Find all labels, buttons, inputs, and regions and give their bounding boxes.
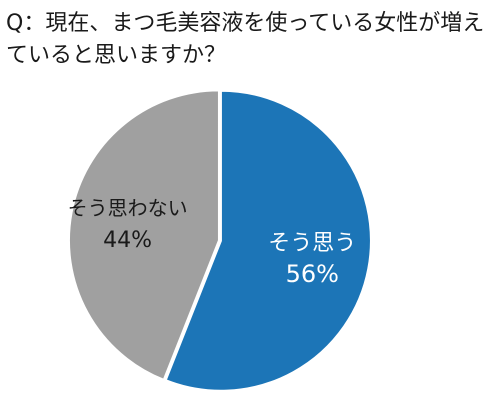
slice-no [67, 89, 220, 382]
label-no: そう思わない 44% [68, 196, 188, 253]
slice-name-label: そう思う [268, 231, 356, 256]
slice-value-label: 56% [286, 260, 339, 288]
slice-yes [164, 89, 372, 392]
question-title: Q：現在、まつ毛美容液を使っている女性が増えていると思いますか？ [6, 11, 485, 68]
slice-value-label: 44% [103, 228, 152, 253]
slice-name-label: そう思わない [68, 196, 188, 220]
label-yes: そう思う 56% [268, 231, 356, 288]
